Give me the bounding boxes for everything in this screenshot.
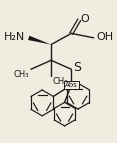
Polygon shape (28, 36, 51, 45)
Text: CH₃: CH₃ (52, 77, 68, 86)
Text: Abs: Abs (65, 82, 78, 88)
Text: H₂N: H₂N (4, 32, 25, 42)
Text: O: O (80, 14, 89, 24)
Text: OH: OH (96, 32, 113, 42)
Text: CH₃: CH₃ (13, 70, 29, 79)
Text: S: S (74, 61, 82, 74)
